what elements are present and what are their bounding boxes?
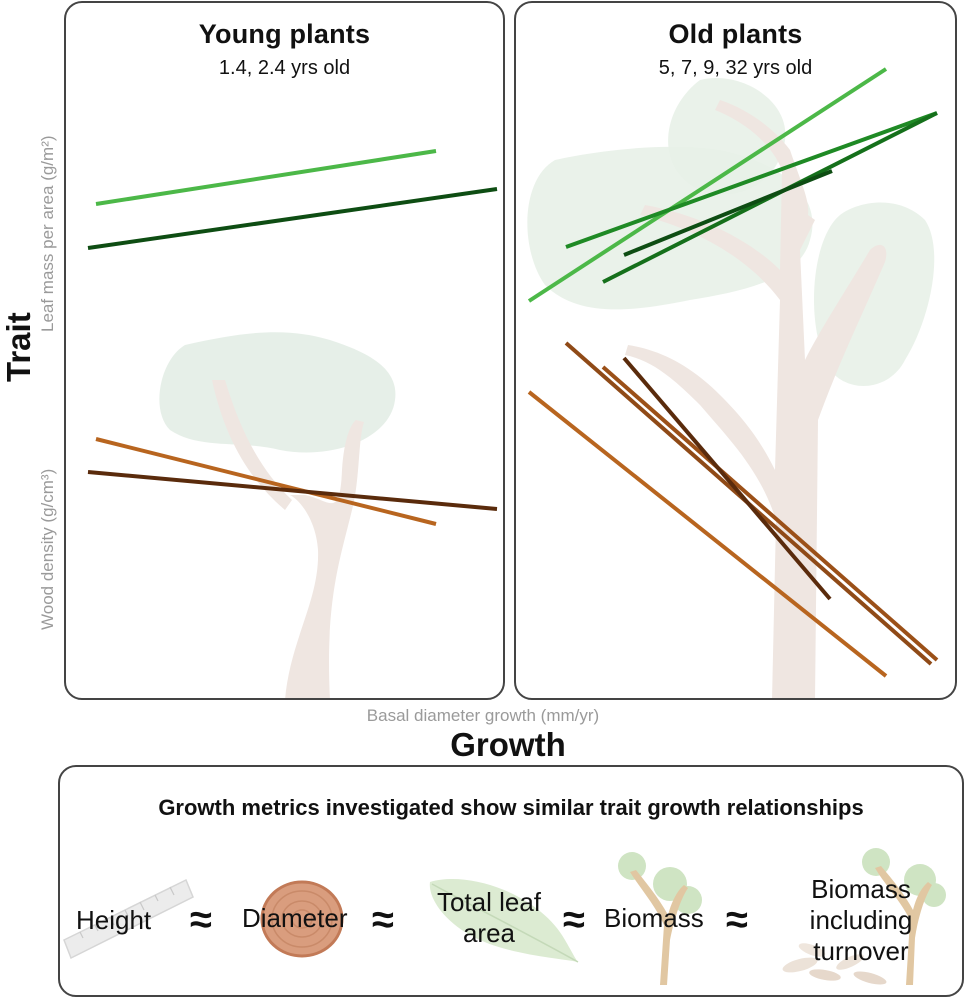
young-plants-panel: Young plants 1.4, 2.4 yrs old bbox=[64, 1, 505, 700]
x-label-basal-diameter: Basal diameter growth (mm/yr) bbox=[366, 706, 600, 725]
ruler-icon bbox=[63, 878, 194, 960]
approx-symbol-3: ≈ bbox=[563, 898, 585, 942]
metric-diameter: Diameter bbox=[242, 903, 348, 933]
metric-height: Height bbox=[76, 905, 152, 935]
young-panel-title: Young plants bbox=[198, 19, 371, 49]
metric-total-leaf-area: Total leaf area bbox=[436, 887, 542, 948]
growth-metrics-panel bbox=[58, 765, 964, 997]
sapling-litter-icon bbox=[782, 848, 946, 985]
old-plants-panel: Old plants 5, 7, 9, 32 yrs old bbox=[514, 1, 957, 700]
metrics-title: Growth metrics investigated show similar… bbox=[158, 795, 864, 820]
young-wood-line-light bbox=[95, 437, 437, 526]
old-wood-line-mid-b bbox=[601, 365, 939, 662]
young-panel-subtitle: 1.4, 2.4 yrs old bbox=[218, 57, 351, 79]
old-leaf-line-mid-a bbox=[565, 111, 938, 249]
tree-ring-icon bbox=[260, 880, 344, 958]
old-wood-line-light bbox=[527, 390, 888, 678]
old-leaf-line-light bbox=[527, 67, 888, 303]
young-wood-line-dark bbox=[87, 470, 498, 511]
young-leaf-line-dark bbox=[87, 187, 498, 250]
old-leaf-line-dark bbox=[623, 169, 833, 257]
approx-symbol-1: ≈ bbox=[190, 898, 212, 942]
young-tree-icon bbox=[159, 332, 396, 700]
metric-biomass: Biomass bbox=[604, 903, 704, 933]
old-tree-icon bbox=[527, 78, 935, 700]
approx-symbol-4: ≈ bbox=[726, 898, 748, 942]
old-panel-title: Old plants bbox=[668, 19, 803, 49]
old-wood-line-dark bbox=[622, 356, 832, 601]
metric-biomass-including-turnover: Biomass including turnover bbox=[809, 874, 913, 966]
sapling-icon bbox=[618, 852, 702, 985]
x-label-growth: Growth bbox=[450, 726, 566, 763]
approx-symbol-2: ≈ bbox=[372, 898, 394, 942]
young-leaf-line-light bbox=[95, 149, 437, 206]
old-panel-subtitle: 5, 7, 9, 32 yrs old bbox=[658, 57, 813, 79]
leaf-icon bbox=[429, 879, 579, 963]
